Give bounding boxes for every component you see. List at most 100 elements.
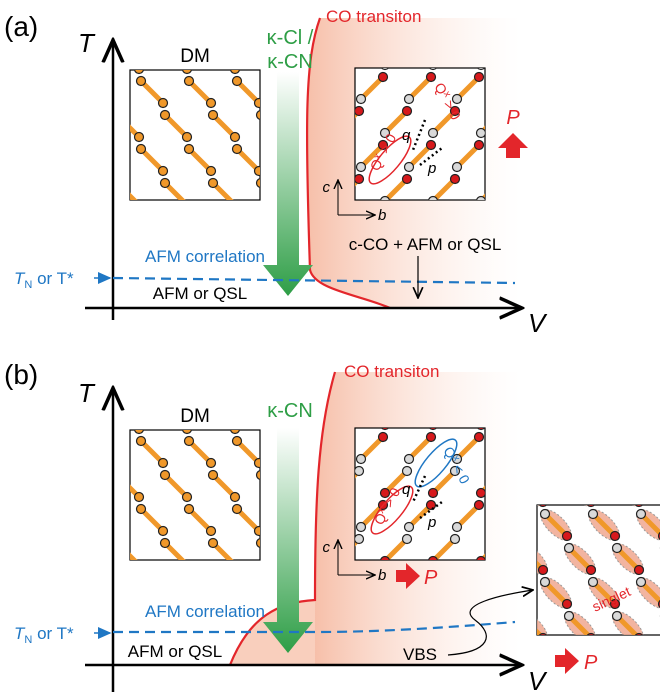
site [89, 77, 98, 86]
site [587, 498, 596, 507]
tn-sub: N [24, 279, 32, 291]
v-axis-label: V [528, 666, 548, 696]
axis-b-label: b [378, 207, 386, 224]
site [637, 646, 646, 655]
axis-c-label: c [323, 179, 331, 196]
ground-phase-label: AFM or QSL [128, 642, 222, 661]
site [159, 167, 168, 176]
dimer-bond [141, 217, 163, 239]
site [233, 145, 242, 154]
site [233, 213, 242, 222]
site [525, 129, 534, 138]
site [231, 65, 240, 74]
site [565, 476, 574, 485]
site [403, 107, 412, 116]
polarization-label: P [584, 652, 598, 674]
site [405, 455, 414, 464]
site [137, 77, 146, 86]
site [207, 527, 216, 536]
afm-correlation-label: AFM correlation [145, 247, 265, 266]
site [635, 634, 644, 643]
site [427, 141, 436, 150]
site [355, 107, 364, 116]
dimer-bond [93, 441, 115, 463]
site [405, 163, 414, 172]
site [209, 471, 218, 480]
site [523, 569, 532, 578]
site [523, 209, 532, 218]
polarization-label: P [424, 567, 438, 589]
site [209, 403, 218, 412]
site [231, 493, 240, 502]
site [305, 539, 314, 548]
site [587, 566, 596, 575]
site [159, 99, 168, 108]
site [379, 433, 388, 442]
site [587, 634, 596, 643]
site [613, 544, 622, 553]
site [355, 175, 364, 184]
site [137, 213, 146, 222]
dimer-bond [569, 480, 591, 502]
site [613, 476, 622, 485]
site [161, 403, 170, 412]
site [255, 99, 264, 108]
site [137, 505, 146, 514]
dimer-bond [641, 650, 660, 672]
site [255, 527, 264, 536]
panel-a: (a) T V DM κ-Cl / κ-CN CO transiton q p … [4, 7, 556, 338]
figure: (a) T V DM κ-Cl / κ-CN CO transiton q p … [0, 0, 660, 696]
site [547, 399, 556, 408]
site [403, 175, 412, 184]
t-axis-label: T [78, 28, 96, 58]
site [539, 498, 548, 507]
site [405, 523, 414, 532]
site [183, 493, 192, 502]
site [477, 129, 486, 138]
site [159, 235, 168, 244]
site [135, 425, 144, 434]
site [405, 95, 414, 104]
site [89, 145, 98, 154]
dimer-bond [521, 480, 543, 502]
site [563, 600, 572, 609]
site [135, 201, 144, 210]
site [547, 175, 556, 184]
site [233, 573, 242, 582]
site [135, 493, 144, 502]
site [357, 523, 366, 532]
site [183, 133, 192, 142]
site [303, 459, 312, 468]
site [137, 145, 146, 154]
site [207, 235, 216, 244]
dimer-bond [237, 577, 259, 599]
mixed-phase-label: c-CO + AFM or QSL [349, 235, 502, 254]
dimer-bond [529, 43, 551, 65]
site [233, 505, 242, 514]
site [611, 532, 620, 541]
site [89, 437, 98, 446]
site [231, 201, 240, 210]
dimer-bond [237, 217, 259, 239]
dimer-bond [529, 179, 551, 201]
site [541, 510, 550, 519]
site [257, 111, 266, 120]
site [257, 403, 266, 412]
dimer-bond [617, 480, 639, 502]
dimer-bond [93, 217, 115, 239]
material-label: κ-CN [267, 51, 313, 73]
axis-b-label: b [378, 567, 386, 584]
site [453, 163, 462, 172]
site [209, 43, 218, 52]
site [209, 111, 218, 120]
vbs-label: VBS [403, 645, 437, 664]
site [257, 471, 266, 480]
site [161, 471, 170, 480]
site [637, 510, 646, 519]
site [231, 425, 240, 434]
site [379, 73, 388, 82]
site [357, 455, 366, 464]
site [207, 99, 216, 108]
site [547, 467, 556, 476]
t-axis-label: T [78, 378, 96, 408]
